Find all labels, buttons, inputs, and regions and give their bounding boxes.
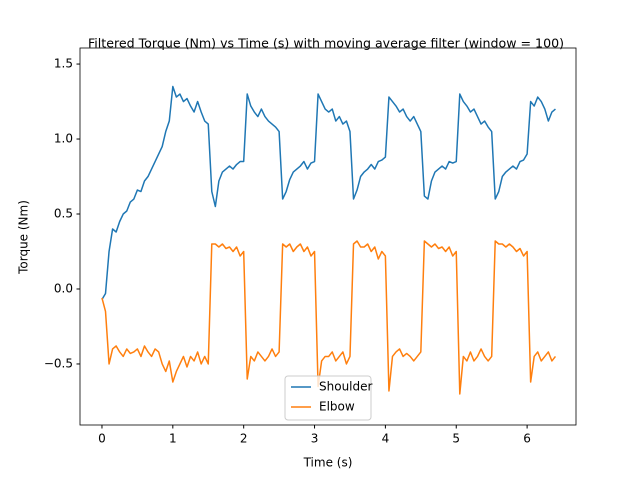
x-axis-label: Time (s)	[303, 456, 353, 470]
y-axis-label: Torque (Nm)	[17, 200, 31, 275]
x-tick-label: 0	[98, 432, 106, 446]
x-tick-label: 2	[240, 432, 248, 446]
x-tick-label: 4	[382, 432, 390, 446]
y-tick-label: 0.0	[54, 281, 73, 295]
y-tick-label: 1.5	[54, 57, 73, 71]
axes-frame	[79, 47, 577, 426]
line-series	[101, 85, 556, 300]
y-tick-label: 1.0	[54, 132, 73, 146]
legend-label: Elbow	[319, 400, 355, 414]
y-tick-label: −0.5	[44, 356, 73, 370]
legend-label: Shoulder	[319, 380, 373, 394]
chart-title: Filtered Torque (Nm) vs Time (s) with mo…	[88, 36, 564, 51]
x-tick-label: 5	[452, 432, 460, 446]
x-tick-label: 3	[311, 432, 319, 446]
y-tick-label: 0.5	[54, 207, 73, 221]
x-tick-label: 1	[169, 432, 177, 446]
line-series	[101, 240, 557, 395]
x-tick-label: 6	[523, 432, 531, 446]
